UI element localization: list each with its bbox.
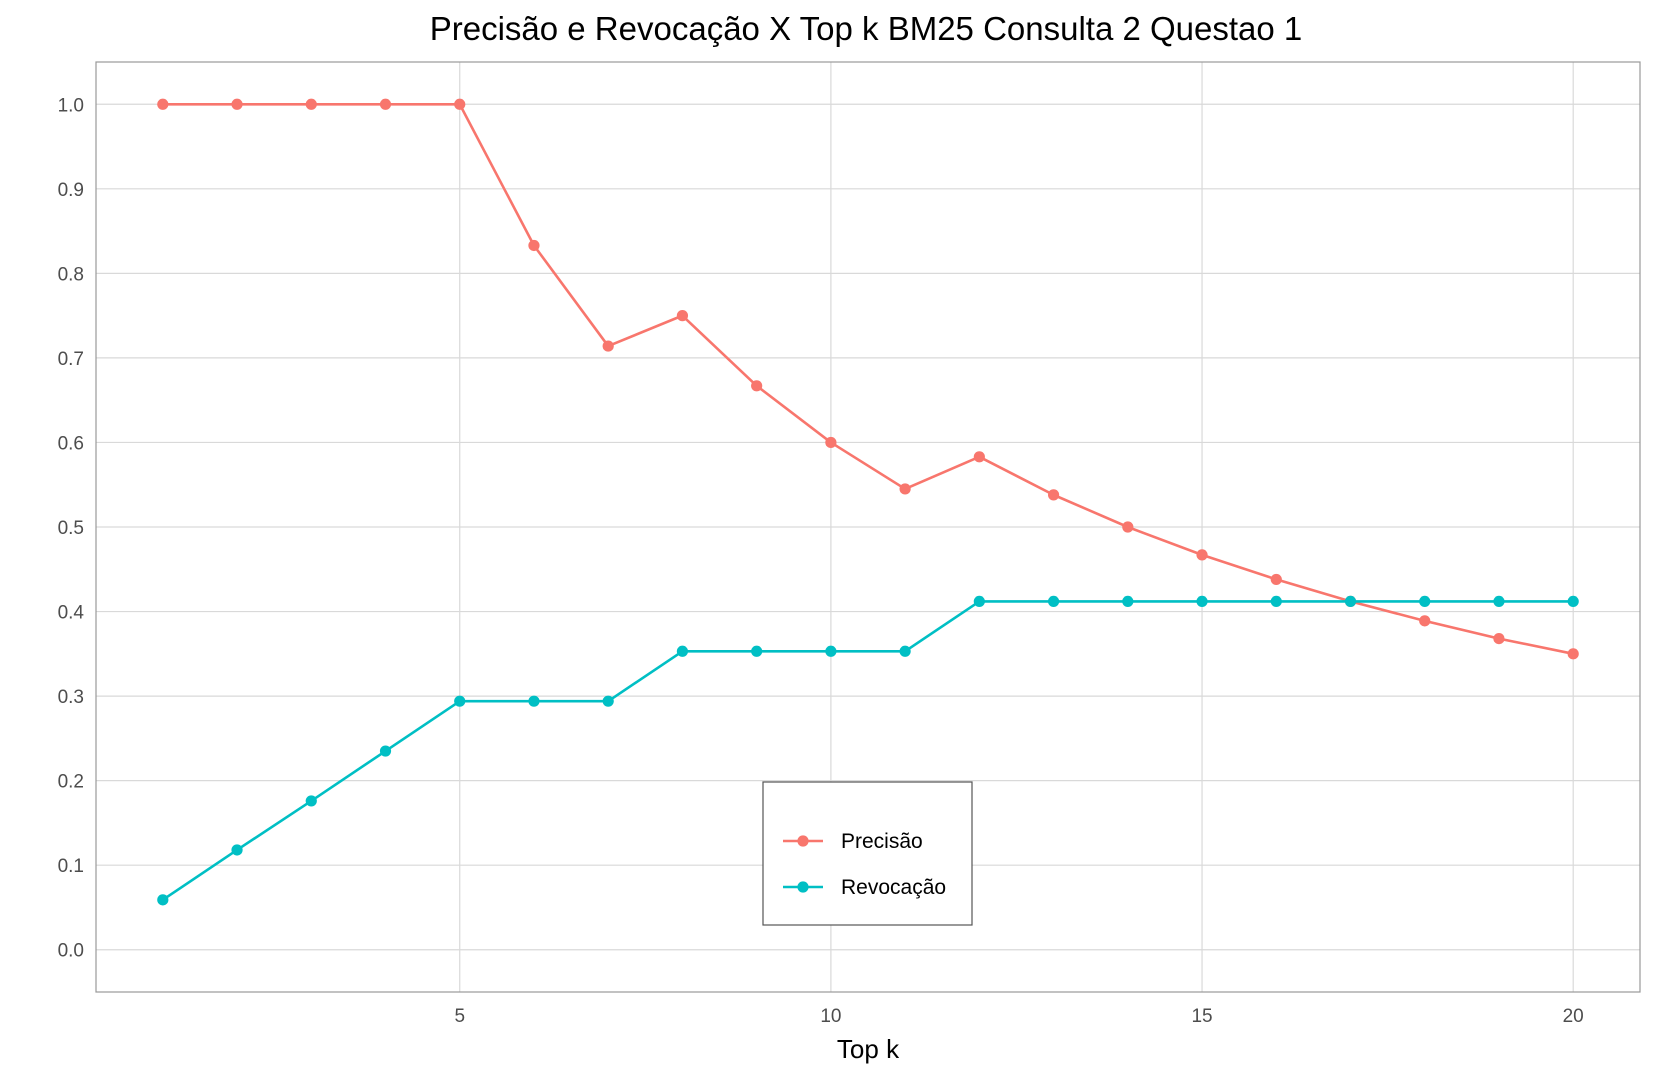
data-point-precisao: [973, 451, 985, 463]
series-layer: [157, 98, 1579, 906]
y-tick-label: 1.0: [58, 95, 84, 116]
data-point-revocacao: [1270, 595, 1282, 608]
series-revocacao: [157, 595, 1579, 906]
series-line-revocacao: [162, 600, 1574, 901]
legend-box: [762, 781, 973, 926]
data-point-precisao: [1493, 633, 1505, 645]
data-point-revocacao: [379, 745, 392, 757]
data-point-precisao: [305, 98, 317, 110]
y-tick-label: 0.7: [58, 349, 84, 370]
data-point-revocacao: [305, 795, 317, 807]
y-tick-label: 0.8: [58, 264, 84, 285]
data-point-revocacao: [157, 894, 169, 906]
data-point-precisao: [1270, 573, 1282, 586]
x-axis-title: Top k: [837, 1034, 900, 1064]
legend-item-revocacao: Revocação: [783, 876, 946, 899]
data-point-precisao: [454, 98, 466, 110]
data-point-precisao: [1122, 521, 1134, 533]
plot-panel-border: [95, 61, 1641, 993]
data-point-revocacao: [602, 695, 614, 707]
x-tick-label: 20: [1563, 1006, 1584, 1027]
data-point-precisao: [1419, 615, 1431, 627]
data-point-precisao: [1567, 648, 1579, 660]
x-tick-label: 15: [1191, 1006, 1212, 1027]
legend-label: Precisão: [841, 830, 923, 853]
data-point-revocacao: [899, 645, 911, 657]
y-tick-label: 0.6: [58, 433, 84, 454]
data-point-precisao: [528, 239, 540, 252]
y-axis-ticks: 0.0 0.1 0.2 0.3 0.4 0.5 0.6 0.7 0.8 0.9 1.0: [58, 95, 85, 961]
data-point-revocacao: [1047, 595, 1060, 608]
series-line-precisao: [162, 102, 1574, 656]
data-point-precisao: [379, 98, 392, 110]
data-point-precisao: [751, 380, 763, 392]
data-point-revocacao: [1493, 595, 1505, 608]
x-tick-label: 10: [820, 1006, 841, 1027]
data-point-precisao: [899, 483, 911, 495]
data-point-precisao: [825, 436, 837, 449]
data-point-revocacao: [528, 695, 540, 707]
data-point-precisao: [157, 98, 169, 110]
y-tick-label: 0.4: [58, 603, 85, 624]
y-tick-label: 0.0: [58, 941, 84, 962]
data-point-revocacao: [825, 645, 837, 657]
data-point-revocacao: [1344, 595, 1357, 608]
y-tick-label: 0.2: [58, 772, 84, 793]
legend-item-precisao: Precisão: [783, 830, 923, 853]
x-axis-ticks: 5 10 15 20: [454, 1006, 1583, 1027]
legend-key-point: [797, 835, 809, 847]
legend-key-point: [797, 881, 809, 893]
data-point-revocacao: [751, 645, 763, 657]
y-tick-label: 0.9: [58, 180, 84, 201]
data-point-revocacao: [676, 645, 689, 657]
data-point-revocacao: [1567, 595, 1579, 608]
data-point-revocacao: [1196, 595, 1208, 608]
data-point-precisao: [676, 310, 689, 322]
data-point-revocacao: [454, 695, 466, 707]
y-tick-label: 0.1: [58, 856, 84, 877]
data-point-precisao: [231, 98, 243, 110]
legend: Precisão Revocação: [762, 781, 973, 926]
data-point-precisao: [602, 340, 614, 352]
data-point-revocacao: [231, 844, 243, 856]
data-point-revocacao: [973, 595, 985, 608]
y-tick-label: 0.3: [58, 687, 84, 708]
y-tick-label: 0.5: [58, 518, 84, 539]
data-point-revocacao: [1122, 595, 1134, 608]
data-point-revocacao: [1419, 595, 1431, 608]
legend-label: Revocação: [841, 876, 946, 899]
data-point-precisao: [1047, 489, 1060, 501]
chart-title: Precisão e Revocação X Top k BM25 Consul…: [430, 10, 1303, 47]
data-point-precisao: [1196, 549, 1208, 561]
x-tick-label: 5: [454, 1006, 465, 1027]
series-precisao: [157, 98, 1579, 660]
